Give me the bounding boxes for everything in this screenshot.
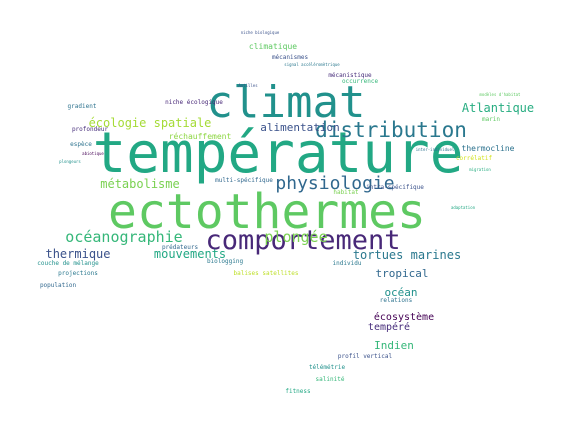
cloud-word: adaptation: [451, 205, 476, 210]
cloud-word: mécanismes: [272, 54, 309, 61]
cloud-word: occurrence: [342, 78, 379, 85]
cloud-word: profil vertical: [338, 353, 393, 360]
cloud-word: tortues marines: [353, 248, 461, 262]
cloud-word: biologging: [207, 258, 244, 265]
cloud-word: Indien: [374, 339, 414, 352]
cloud-word: ectothermes: [108, 184, 426, 240]
cloud-word: profondeur: [72, 126, 109, 133]
cloud-word: couche de mélange: [37, 260, 99, 267]
cloud-word: niche écologique: [165, 99, 223, 106]
cloud-word: migration: [469, 167, 491, 172]
cloud-word: comportement: [205, 225, 400, 256]
cloud-word: Atlantique: [462, 101, 534, 115]
cloud-word: mouvements: [154, 247, 226, 261]
cloud-word: distribution: [315, 118, 467, 142]
cloud-word: tropical: [376, 267, 429, 280]
cloud-word: alimentation: [260, 121, 339, 134]
cloud-word: fitness: [285, 388, 311, 395]
cloud-word: Antilles: [238, 83, 258, 88]
cloud-word: signal accéléromètrique: [284, 62, 340, 67]
cloud-word: population: [40, 282, 77, 289]
cloud-word: modèles d'habitat: [480, 92, 522, 97]
cloud-word: plongée: [264, 228, 327, 246]
cloud-word: projections: [58, 270, 98, 277]
cloud-word: métabolisme: [100, 177, 179, 191]
cloud-word: intra-spécifique: [366, 184, 424, 191]
cloud-word: niche biologique: [241, 30, 280, 35]
cloud-word: multi-spécifique: [215, 177, 273, 184]
cloud-word: tempéré: [368, 321, 410, 333]
cloud-word: marin: [482, 116, 500, 123]
cloud-word: individu: [333, 260, 362, 267]
cloud-word: gradient: [68, 103, 97, 110]
cloud-word: écosystème: [374, 311, 434, 323]
cloud-word: thermocline: [462, 144, 515, 153]
cloud-word: plongeurs: [59, 159, 81, 164]
cloud-word: salinité: [316, 376, 345, 383]
cloud-word: inter-individuel: [416, 147, 455, 152]
cloud-word: océan: [384, 286, 417, 299]
cloud-word: relations: [380, 297, 413, 304]
cloud-word: écologie spatiale: [89, 116, 212, 130]
cloud-word: télémétrie: [309, 364, 346, 371]
cloud-word: physiologie: [275, 173, 394, 194]
cloud-word: espèce: [70, 141, 92, 148]
cloud-word: mécanistique: [328, 72, 372, 79]
cloud-word: thermique: [45, 247, 110, 261]
cloud-word: climatique: [249, 42, 297, 51]
cloud-word: corrélatif: [456, 155, 493, 162]
cloud-word: température: [93, 121, 464, 186]
cloud-word: climat: [207, 77, 366, 128]
cloud-word: balises satellites: [233, 270, 298, 277]
cloud-word: abiotique: [82, 151, 104, 156]
cloud-word: réchauffement: [169, 131, 232, 141]
cloud-word: habitat: [333, 189, 359, 196]
cloud-word: prédateurs: [162, 244, 199, 251]
cloud-word: océanographie: [65, 228, 182, 246]
